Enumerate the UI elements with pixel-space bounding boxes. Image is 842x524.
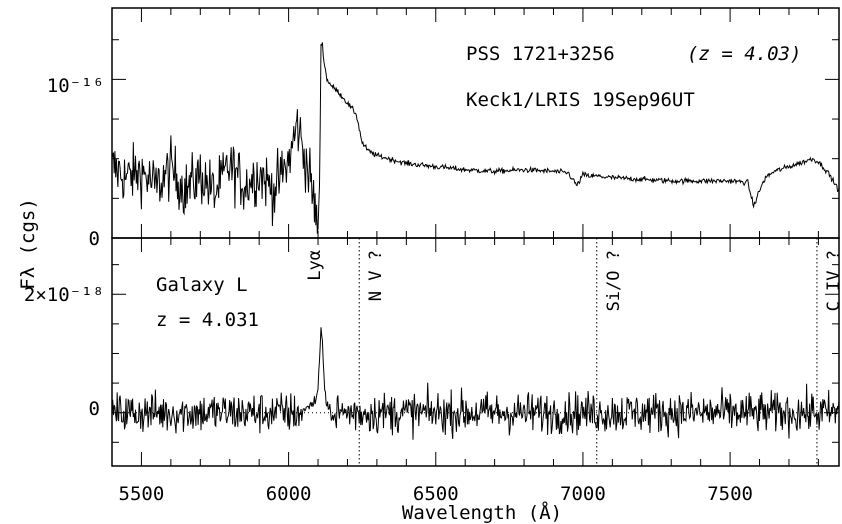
top-spectrum <box>111 42 840 234</box>
bottom-ytick-0: 0 <box>89 398 100 420</box>
bottom-spectrum <box>111 327 840 440</box>
x-tick-label-4: 7500 <box>707 483 753 505</box>
marker-label-2: Si/O ? <box>604 250 624 311</box>
bottom-panel-frame <box>111 237 840 467</box>
top-ytick-1: 10⁻¹⁶ <box>47 75 104 97</box>
marker-label-0: Lyα <box>305 250 325 281</box>
x-tick-label-0: 5500 <box>119 483 165 505</box>
top-title-name: PSS 1721+3256 <box>466 43 615 65</box>
top-spectrum-line <box>111 42 840 234</box>
top-title-redshift: (z = 4.03) <box>687 43 801 65</box>
y-axis-label: Fλ (cgs) <box>17 198 39 290</box>
galaxy-label: Galaxy L <box>156 274 248 296</box>
marker-label-1: N V ? <box>366 250 386 301</box>
top-ytick-0: 0 <box>89 228 100 250</box>
marker-label-3: C IV ? <box>824 250 842 311</box>
axes-ticks <box>111 8 839 466</box>
top-subtitle: Keck1/LRIS 19Sep96UT <box>466 89 695 111</box>
x-tick-label-3: 7000 <box>560 483 606 505</box>
x-tick-label-2: 6500 <box>413 483 459 505</box>
bottom-ytick-1: 2×10⁻¹⁸ <box>24 284 104 306</box>
bottom-spectrum-line <box>111 327 840 440</box>
line-markers: Lyα N V ? Si/O ? C IV ? <box>305 238 842 466</box>
x-tick-label-1: 6000 <box>266 483 312 505</box>
x-axis-label: Wavelength (Å) <box>402 501 562 524</box>
x-tick-labels: 5500 6000 6500 7000 7500 <box>119 483 753 505</box>
galaxy-redshift: z = 4.031 <box>156 309 259 331</box>
